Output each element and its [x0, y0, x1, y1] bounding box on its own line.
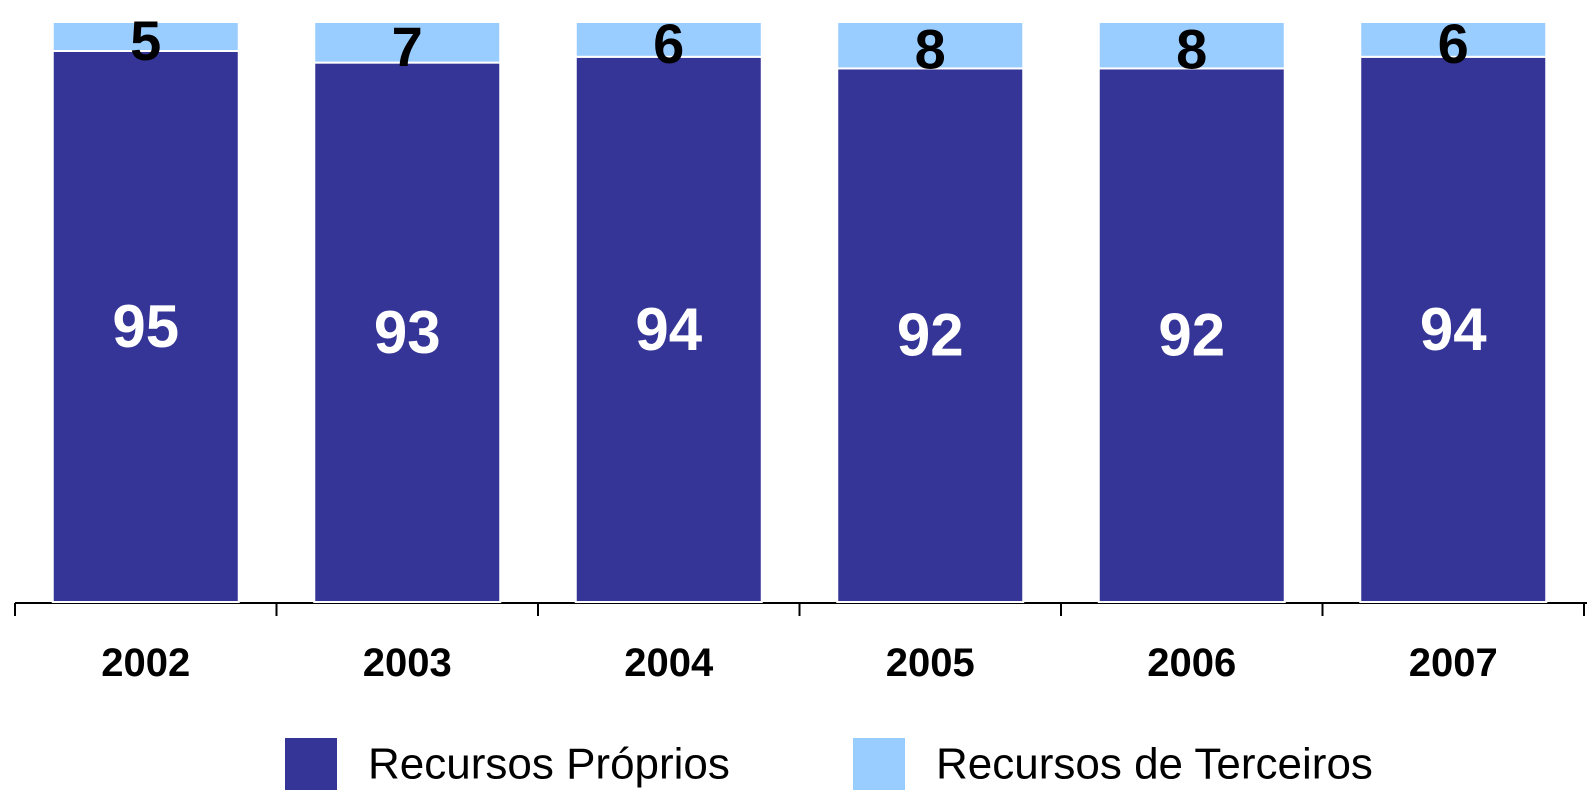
x-tick-label: 2005: [886, 641, 975, 685]
bar-segment: [1359, 21, 1548, 58]
bar-segment: [51, 21, 240, 52]
x-tick-label: 2002: [101, 641, 190, 685]
data-label: 94: [635, 296, 702, 363]
data-label: 6: [1438, 12, 1469, 75]
data-label: 5: [130, 9, 161, 72]
bar-segment: [836, 21, 1025, 70]
legend-label: Recursos de Terceiros: [936, 740, 1373, 789]
data-label: 6: [653, 12, 684, 75]
legend-swatch: [285, 738, 337, 790]
data-label: 7: [392, 15, 423, 78]
bar-segment: [313, 21, 502, 64]
bar-segment: [1097, 67, 1286, 603]
x-tick-label: 2004: [624, 641, 714, 685]
data-label: 95: [112, 293, 179, 360]
bar-segment: [51, 50, 240, 603]
x-tick-label: 2007: [1409, 641, 1498, 685]
data-label: 92: [897, 302, 964, 369]
data-label: 94: [1420, 296, 1487, 363]
bar-segment: [574, 55, 763, 604]
bar-segment: [1359, 55, 1548, 604]
bar-segment: [313, 61, 502, 604]
bar-segment: [1097, 21, 1286, 70]
bar-segment: [574, 21, 763, 58]
data-label: 92: [1158, 302, 1225, 369]
x-tick-label: 2006: [1147, 641, 1236, 685]
data-label: 8: [1176, 18, 1207, 81]
legend-label: Recursos Próprios: [368, 740, 730, 789]
x-tick-label: 2003: [363, 641, 452, 685]
legend-swatch: [853, 738, 905, 790]
data-label: 8: [915, 18, 946, 81]
data-label: 93: [374, 299, 441, 366]
